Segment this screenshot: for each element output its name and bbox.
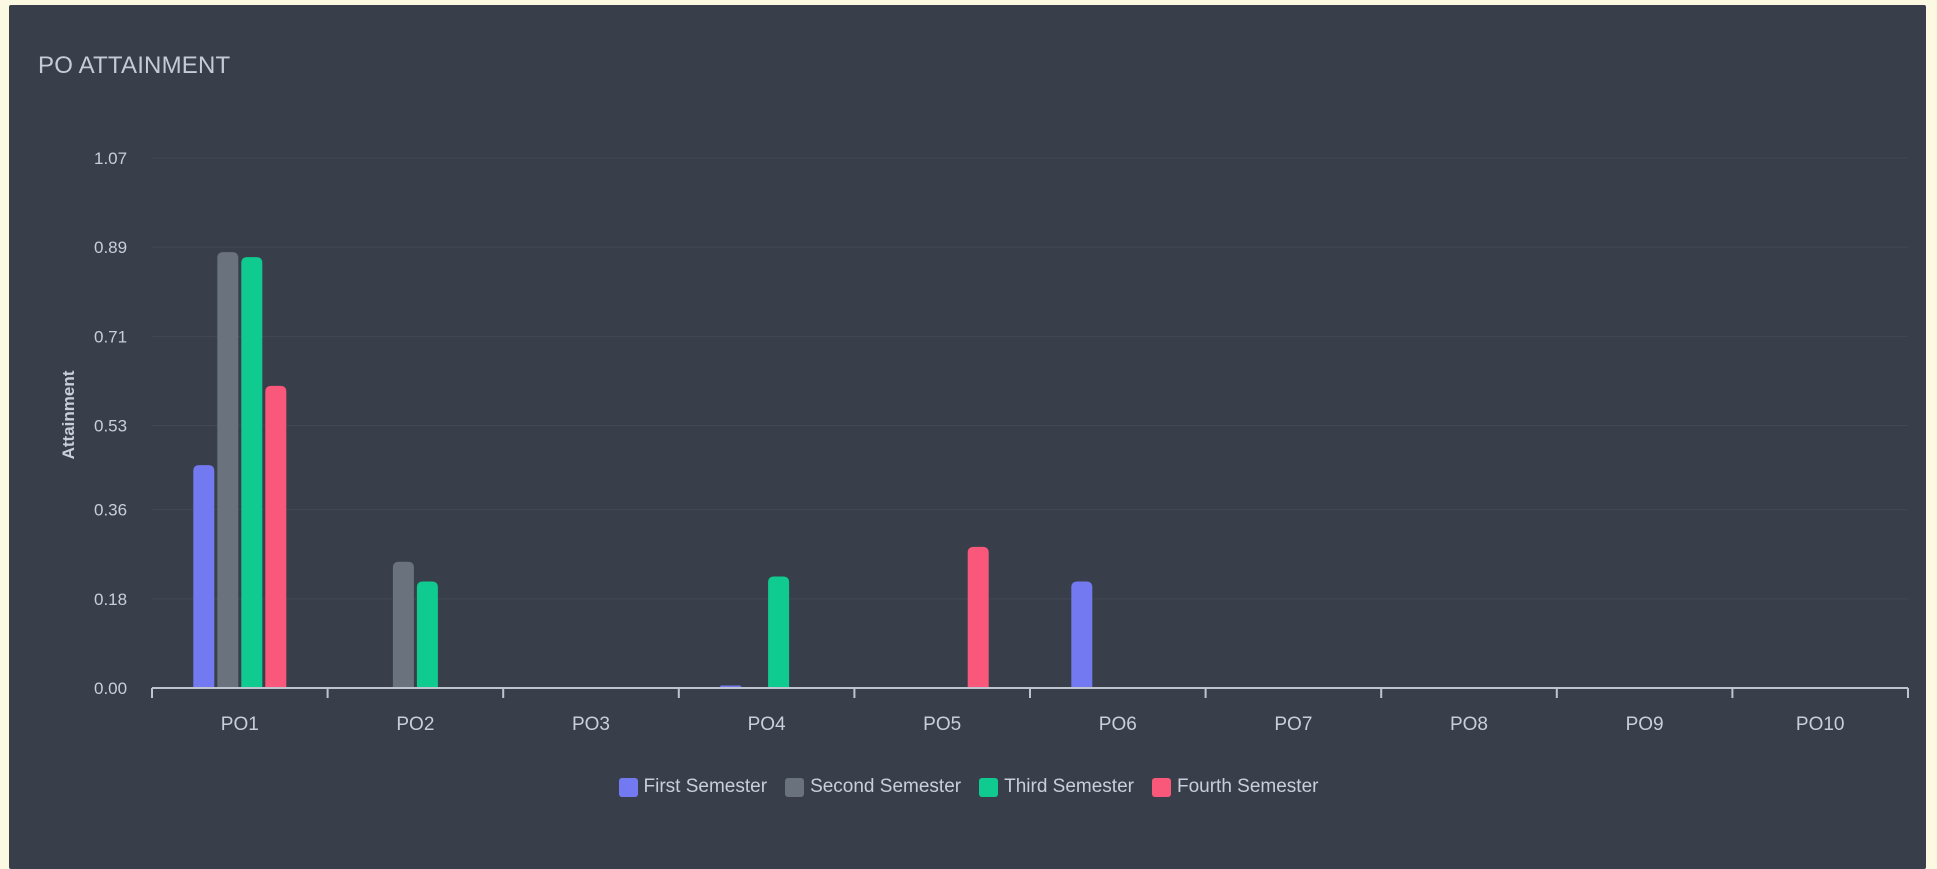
x-tick-label: PO6 <box>1099 714 1137 735</box>
x-tick-label: PO1 <box>221 714 259 735</box>
legend-label: Second Semester <box>810 776 962 797</box>
legend-label: Fourth Semester <box>1176 776 1319 797</box>
bar-po1-series-2[interactable] <box>217 252 239 688</box>
x-tick-label: PO9 <box>1626 714 1664 735</box>
chart-legend: First Semester Second Semester Third Semes… <box>0 776 1937 798</box>
y-tick-label: 0.89 <box>94 238 127 257</box>
x-tick-label: PO10 <box>1796 714 1845 735</box>
legend-item[interactable]: Second Semester <box>785 776 961 798</box>
legend-swatch <box>618 777 638 797</box>
bar-po6-series-1[interactable] <box>1071 581 1093 688</box>
x-tick-label: PO3 <box>572 714 610 735</box>
legend-swatch <box>1151 777 1171 797</box>
legend-swatch <box>785 777 805 797</box>
bar-po1-series-3[interactable] <box>241 257 263 688</box>
bar-po5-series-4[interactable] <box>967 546 989 688</box>
y-tick-label: 1.07 <box>94 149 127 168</box>
x-tick-label: PO8 <box>1450 714 1488 735</box>
y-tick-label: 0.00 <box>94 679 127 698</box>
legend-label: Third Semester <box>1004 776 1134 797</box>
y-tick-label: 0.18 <box>94 590 127 609</box>
bar-po1-series-1[interactable] <box>193 465 215 688</box>
x-tick-label: PO4 <box>748 714 786 735</box>
bar-po2-series-3[interactable] <box>416 581 438 688</box>
chart-card <box>9 5 1926 869</box>
x-tick-label: PO5 <box>923 714 961 735</box>
grid-lines <box>152 157 1908 600</box>
legend-item[interactable]: Fourth Semester <box>1151 776 1319 798</box>
y-tick-label: 0.36 <box>94 501 127 520</box>
x-tick-label: PO7 <box>1274 714 1312 735</box>
bar-po1-series-4[interactable] <box>265 385 287 688</box>
legend-swatch <box>979 777 999 797</box>
legend-item[interactable]: First Semester <box>618 776 768 798</box>
y-tick-label: 0.53 <box>94 416 127 435</box>
x-axis: PO1 PO2 PO3 PO4 PO5 PO6 PO7 PO8 PO9 PO10 <box>151 687 1909 735</box>
chart-title: PO ATTAINMENT <box>38 52 231 79</box>
y-tick-label: 0.71 <box>94 327 127 346</box>
bars <box>193 252 1093 688</box>
legend-item[interactable]: Third Semester <box>979 776 1134 798</box>
y-axis-ticks: 0.00 0.18 0.36 0.53 0.71 0.89 1.07 <box>94 149 127 698</box>
bar-po4-series-3[interactable] <box>768 576 790 688</box>
x-tick-label: PO2 <box>396 714 434 735</box>
y-axis-label: Attainment <box>59 370 78 459</box>
legend-label: First Semester <box>643 776 768 797</box>
bar-po2-series-2[interactable] <box>392 561 414 688</box>
